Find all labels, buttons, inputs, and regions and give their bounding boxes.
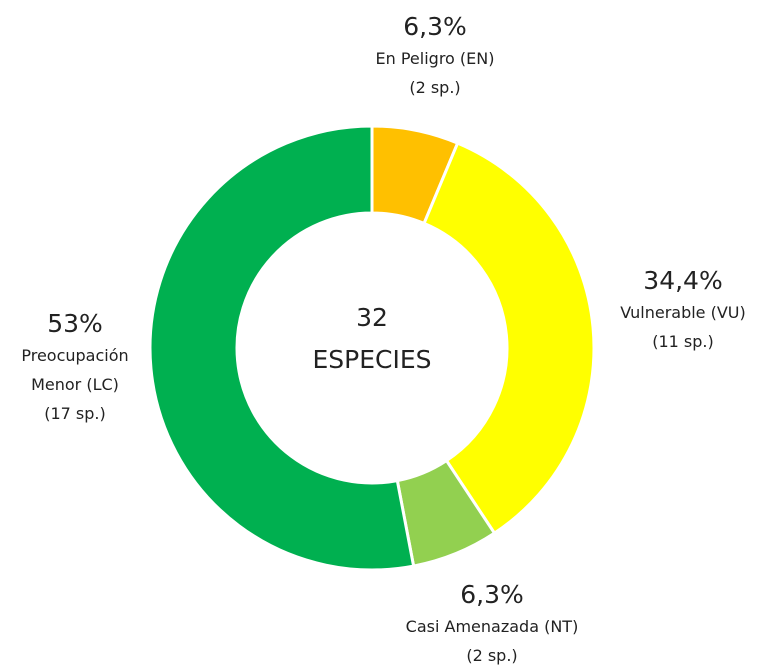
slice-label: 6,3% En Peligro (EN) (2 sp.) bbox=[376, 10, 495, 102]
count-label: (17 sp.) bbox=[44, 404, 106, 423]
center-value: 32 bbox=[356, 303, 388, 332]
value-label: 34,4% bbox=[643, 266, 723, 295]
category-label: Vulnerable (VU) bbox=[620, 303, 746, 322]
donut-slice bbox=[148, 124, 416, 572]
count-label: (11 sp.) bbox=[652, 332, 714, 351]
value-label: 6,3% bbox=[460, 580, 524, 609]
value-label: 53% bbox=[47, 309, 103, 338]
center-text: ESPECIES bbox=[312, 345, 432, 374]
category-label: Preocupación Menor (LC) bbox=[21, 346, 129, 394]
slice-label: 53% Preocupación Menor (LC) (17 sp.) bbox=[5, 307, 145, 428]
slice-label: 34,4% Vulnerable (VU) (11 sp.) bbox=[620, 264, 745, 356]
count-label: (2 sp.) bbox=[466, 646, 518, 665]
category-label: Casi Amenazada (NT) bbox=[405, 617, 579, 636]
slice-label: 6,3% Casi Amenazada (NT) (2 sp.) bbox=[406, 578, 579, 669]
category-label: En Peligro (EN) bbox=[375, 49, 495, 68]
value-label: 6,3% bbox=[403, 12, 467, 41]
count-label: (2 sp.) bbox=[409, 78, 461, 97]
donut-slice bbox=[422, 141, 596, 536]
